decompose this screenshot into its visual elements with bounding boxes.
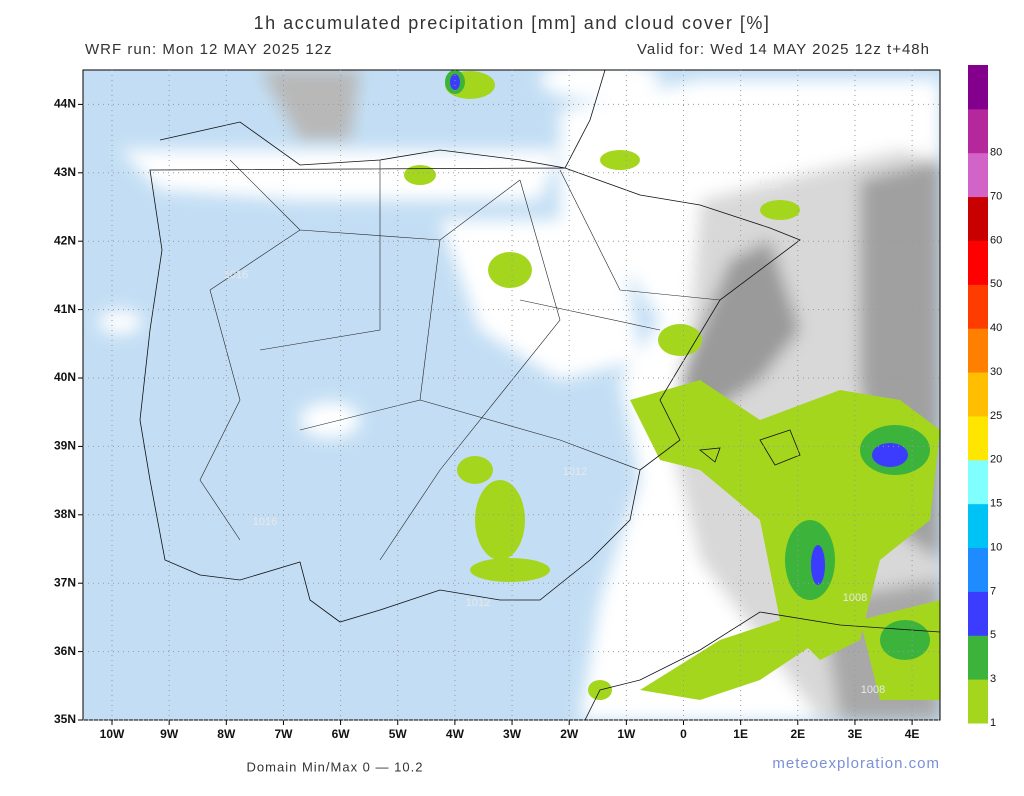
colorbar-label: 80 bbox=[990, 147, 1002, 159]
lon-label: 6W bbox=[332, 727, 351, 741]
colorbar-label: 7 bbox=[990, 585, 996, 597]
colorbar-segment bbox=[968, 459, 988, 505]
lon-label: 5W bbox=[389, 727, 408, 741]
lon-label: 7W bbox=[274, 727, 293, 741]
colorbar-label: 3 bbox=[990, 673, 996, 685]
colorbar-segment bbox=[968, 196, 988, 241]
colorbar-label: 70 bbox=[990, 191, 1002, 203]
lat-label: 37N bbox=[54, 575, 76, 589]
colorbar-label: 5 bbox=[990, 629, 996, 641]
colorbar-label: 20 bbox=[990, 454, 1002, 466]
colorbar-label: 60 bbox=[990, 234, 1002, 246]
lat-label: 38N bbox=[54, 507, 76, 521]
lat-label: 42N bbox=[54, 233, 76, 247]
lon-label: 2E bbox=[790, 727, 805, 741]
lat-label: 39N bbox=[54, 439, 76, 453]
colorbar-segment bbox=[968, 635, 988, 680]
lon-label: 4W bbox=[446, 727, 465, 741]
run-info: WRF run: Mon 12 MAY 2025 12z bbox=[85, 41, 333, 58]
colorbar-segment bbox=[968, 152, 988, 198]
colorbar-label: 15 bbox=[990, 498, 1002, 510]
lon-label: 3W bbox=[503, 727, 522, 741]
isobar-label: 1016 bbox=[758, 179, 782, 191]
lon-label: 1E bbox=[733, 727, 748, 741]
isobar-label: 1012 bbox=[466, 597, 490, 609]
colorbar-label: 1 bbox=[990, 717, 996, 729]
precipitation bbox=[404, 71, 940, 700]
isobar-label: 1008 bbox=[843, 592, 867, 604]
axes: 10W 9W 8W 7W 6W 5W 4W 3W 2W 1W 0 1E 2E 3E 4E 35N 36N 37N 3… bbox=[54, 70, 940, 741]
isobar-label: 1012 bbox=[563, 466, 587, 478]
lon-label: 2W bbox=[560, 727, 579, 741]
colorbar-segment bbox=[968, 591, 988, 636]
lat-label: 40N bbox=[54, 370, 76, 384]
colorbar-segment bbox=[968, 328, 988, 373]
lat-label: 43N bbox=[54, 165, 76, 179]
africa-coast bbox=[584, 611, 940, 720]
lat-label: 44N bbox=[54, 97, 76, 111]
borders bbox=[199, 159, 721, 561]
domain-minmax: Domain Min/Max 0 — 10.2 bbox=[247, 759, 424, 774]
colorbar-label: 30 bbox=[990, 366, 1002, 378]
lon-label: 0 bbox=[680, 727, 687, 741]
coastline bbox=[139, 70, 801, 623]
lon-label: 1W bbox=[617, 727, 636, 741]
precipitation-heavy bbox=[450, 74, 908, 585]
lat-label: 36N bbox=[54, 644, 76, 658]
lon-label: 10W bbox=[100, 727, 125, 741]
colorbar-segment bbox=[968, 108, 988, 154]
colorbar-segment bbox=[968, 415, 988, 461]
colorbar-segment bbox=[968, 240, 988, 285]
colorbar-segment bbox=[968, 372, 988, 417]
isobar-label: 1016 bbox=[224, 269, 248, 281]
colorbar-label: 25 bbox=[990, 410, 1002, 422]
lat-label: 41N bbox=[54, 302, 76, 316]
isobar-label: 1016 bbox=[253, 516, 277, 528]
colorbar-label: 10 bbox=[990, 541, 1002, 553]
lon-label: 3E bbox=[848, 727, 863, 741]
map-area: 1016 1016 1016 1012 1012 1008 1008 bbox=[83, 70, 940, 720]
colorbar-label: 50 bbox=[990, 278, 1002, 290]
map-frame bbox=[82, 69, 941, 721]
colorbar-segment bbox=[968, 65, 988, 110]
map-title: 1h accumulated precipitation [mm] and cl… bbox=[254, 13, 771, 33]
isobar-labels: 1016 1016 1016 1012 1012 1008 1008 bbox=[224, 179, 885, 696]
isobar-label: 1008 bbox=[861, 684, 885, 696]
colorbar-label: 40 bbox=[990, 322, 1002, 334]
colorbar-segment bbox=[968, 547, 988, 592]
colorbar-segment bbox=[968, 503, 988, 549]
valid-info: Valid for: Wed 14 MAY 2025 12z t+48h bbox=[637, 41, 930, 58]
colorbar-segment bbox=[968, 284, 988, 329]
colorbar-segment bbox=[968, 679, 988, 724]
colorbar: 1 3 5 7 10 15 20 25 30 40 50 60 70 80 bbox=[968, 65, 1002, 729]
credit: meteoexploration.com bbox=[772, 755, 940, 772]
lon-label: 4E bbox=[905, 727, 920, 741]
lon-label: 8W bbox=[217, 727, 236, 741]
lat-label: 35N bbox=[54, 712, 76, 726]
balearics bbox=[698, 429, 801, 466]
lon-label: 9W bbox=[160, 727, 179, 741]
